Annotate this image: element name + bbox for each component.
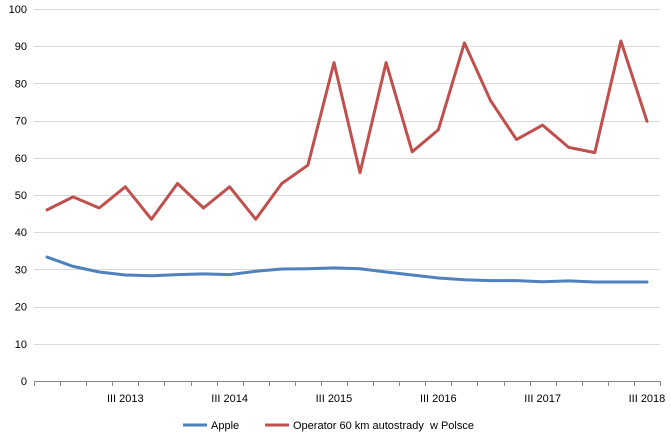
x-tick-label: III 2013 — [107, 393, 144, 405]
y-tick-label: 60 — [15, 153, 27, 165]
series-line-1 — [45, 39, 649, 221]
y-tick-label: 90 — [15, 41, 27, 53]
y-tick-label: 40 — [15, 227, 27, 239]
legend-label-1: Operator 60 km autostrady w Polsce — [293, 420, 474, 432]
x-tick-label: III 2014 — [211, 393, 248, 405]
y-tick-label: 50 — [15, 190, 27, 202]
y-tick-label: 70 — [15, 116, 27, 128]
y-tick-label: 10 — [15, 339, 27, 351]
y-tick-label: 30 — [15, 264, 27, 276]
series-lines — [45, 39, 649, 284]
x-axis-ticks: III 2013 III 2014 III 2015 III 2016 III 2017… — [107, 393, 665, 405]
y-tick-label: 100 — [9, 4, 27, 16]
x-tick-label: III 2015 — [316, 393, 353, 405]
legend-label-0: Apple — [211, 420, 239, 432]
series-line-0 — [45, 255, 649, 284]
legend: Apple Operator 60 km autostrady w Polsce — [183, 420, 474, 432]
gridlines — [34, 9, 661, 386]
x-tick-label: III 2016 — [420, 393, 457, 405]
x-tick-label: III 2017 — [524, 393, 561, 405]
y-tick-label: 20 — [15, 302, 27, 314]
x-tick-label: III 2018 — [629, 393, 666, 405]
y-axis-ticks: 0 10 20 30 40 50 60 70 80 90 100 — [9, 4, 27, 388]
y-tick-label: 80 — [15, 78, 27, 90]
y-tick-label: 0 — [21, 376, 27, 388]
